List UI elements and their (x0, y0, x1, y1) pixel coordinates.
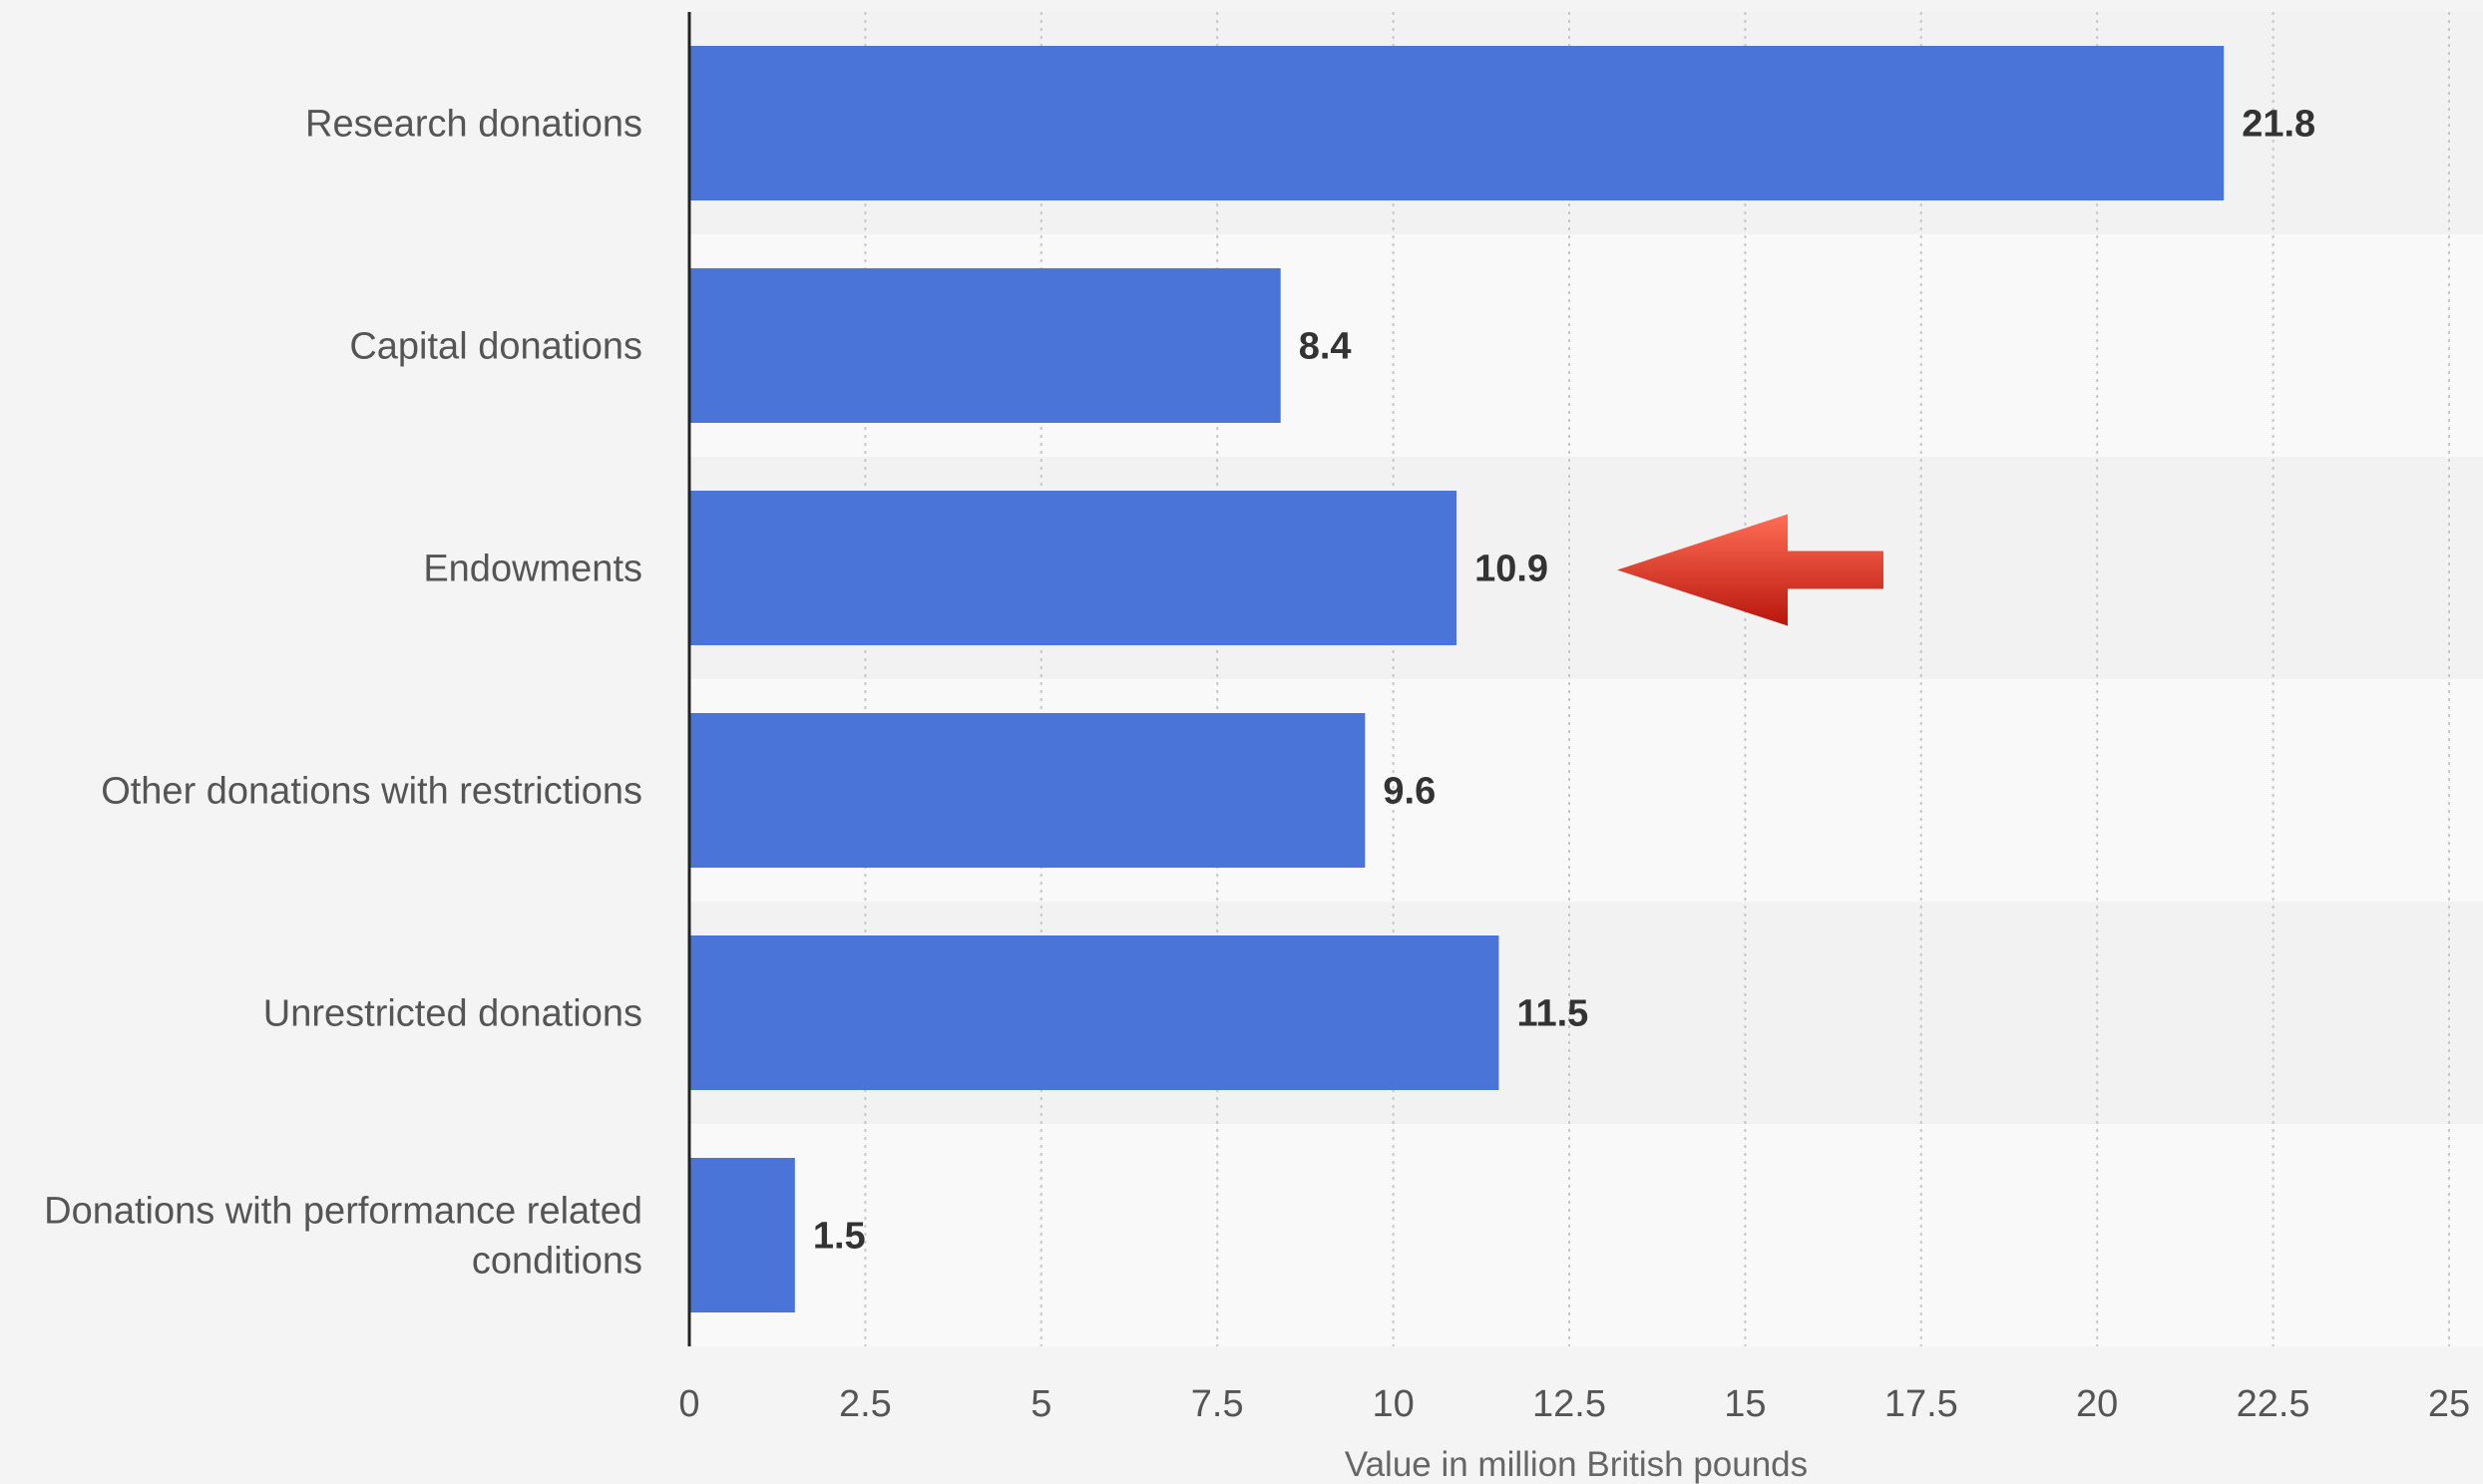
category-label: Unrestricted donations (263, 993, 642, 1035)
bar (690, 46, 2225, 200)
x-tick-label: 17.5 (1884, 1383, 1958, 1425)
row-band (689, 1124, 2483, 1346)
category-labels: Research donations Capital donations Endow… (44, 104, 642, 1283)
x-tick-labels: 0 2.5 5 7.5 10 12.5 15 17.5 20 22.5 25 (678, 1383, 2470, 1425)
category-label: Research donations (305, 104, 642, 146)
data-label: 10.9 (1474, 549, 1548, 590)
annotation (1617, 514, 1883, 626)
data-label: 8.4 (1299, 326, 1352, 368)
category-label: Other donations with restrictions (101, 771, 642, 813)
x-tick-label: 22.5 (2237, 1383, 2310, 1425)
category-label: Endowments (423, 549, 642, 590)
bars (690, 46, 2225, 1312)
bar (690, 491, 1457, 645)
x-tick-label: 25 (2428, 1383, 2470, 1425)
x-tick-label: 20 (2076, 1383, 2118, 1425)
x-tick-label: 12.5 (1532, 1383, 1606, 1425)
bar (690, 1158, 795, 1312)
x-tick-label: 10 (1372, 1383, 1414, 1425)
row-bands (689, 12, 2483, 1346)
bar (690, 935, 1499, 1090)
data-label: 9.6 (1383, 771, 1436, 813)
red-arrow-icon (1617, 514, 1883, 626)
x-tick-label: 5 (1031, 1383, 1051, 1425)
data-label: 21.8 (2242, 104, 2315, 146)
x-tick-label: 2.5 (839, 1383, 892, 1425)
category-label: Capital donations (349, 326, 642, 368)
gridlines (864, 12, 2450, 1346)
data-label: 1.5 (813, 1216, 866, 1258)
category-label: Donations with performance related (44, 1191, 642, 1233)
bar (690, 268, 1281, 423)
x-tick-label: 15 (1724, 1383, 1766, 1425)
x-tick-label: 0 (678, 1383, 699, 1425)
category-label: conditions (472, 1241, 642, 1283)
x-axis-title: Value in million British pounds (1345, 1445, 1808, 1484)
x-tick-label: 7.5 (1191, 1383, 1244, 1425)
data-label: 11.5 (1516, 993, 1588, 1035)
data-labels: 21.8 8.4 10.9 9.6 11.5 1.5 (813, 104, 2315, 1258)
bar (690, 713, 1366, 868)
